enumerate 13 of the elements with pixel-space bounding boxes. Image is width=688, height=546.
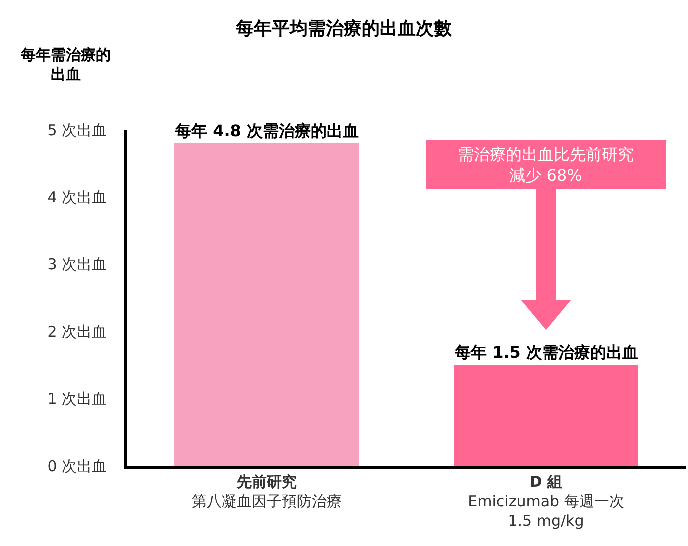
y-tick-label: 5 次出血 xyxy=(48,121,107,140)
chart-title: 每年平均需治療的出血次數 xyxy=(235,18,453,40)
data-label: 每年 1.5 次需治療的出血 xyxy=(454,343,638,362)
y-tick-label: 0 次出血 xyxy=(48,457,107,476)
annotation: 需治療的出血比先前研究減少 68% xyxy=(458,145,634,185)
y-axis-title: 每年需治療的出血 xyxy=(20,46,111,84)
y-tick-label: 3 次出血 xyxy=(48,256,107,274)
y-tick-label: 4 次出血 xyxy=(48,188,107,206)
data-label: 每年 4.8 次需治療的出血 xyxy=(174,121,359,140)
x-tick-label: D 組 Emicizumab 每週一次 1.5 mg/kg xyxy=(468,473,624,530)
x-tick-label: 先前研究第八凝血因子預防治療 xyxy=(192,473,342,510)
y-tick-label: 1 次出血 xyxy=(48,390,107,408)
y-tick-label: 2 次出血 xyxy=(48,322,107,341)
